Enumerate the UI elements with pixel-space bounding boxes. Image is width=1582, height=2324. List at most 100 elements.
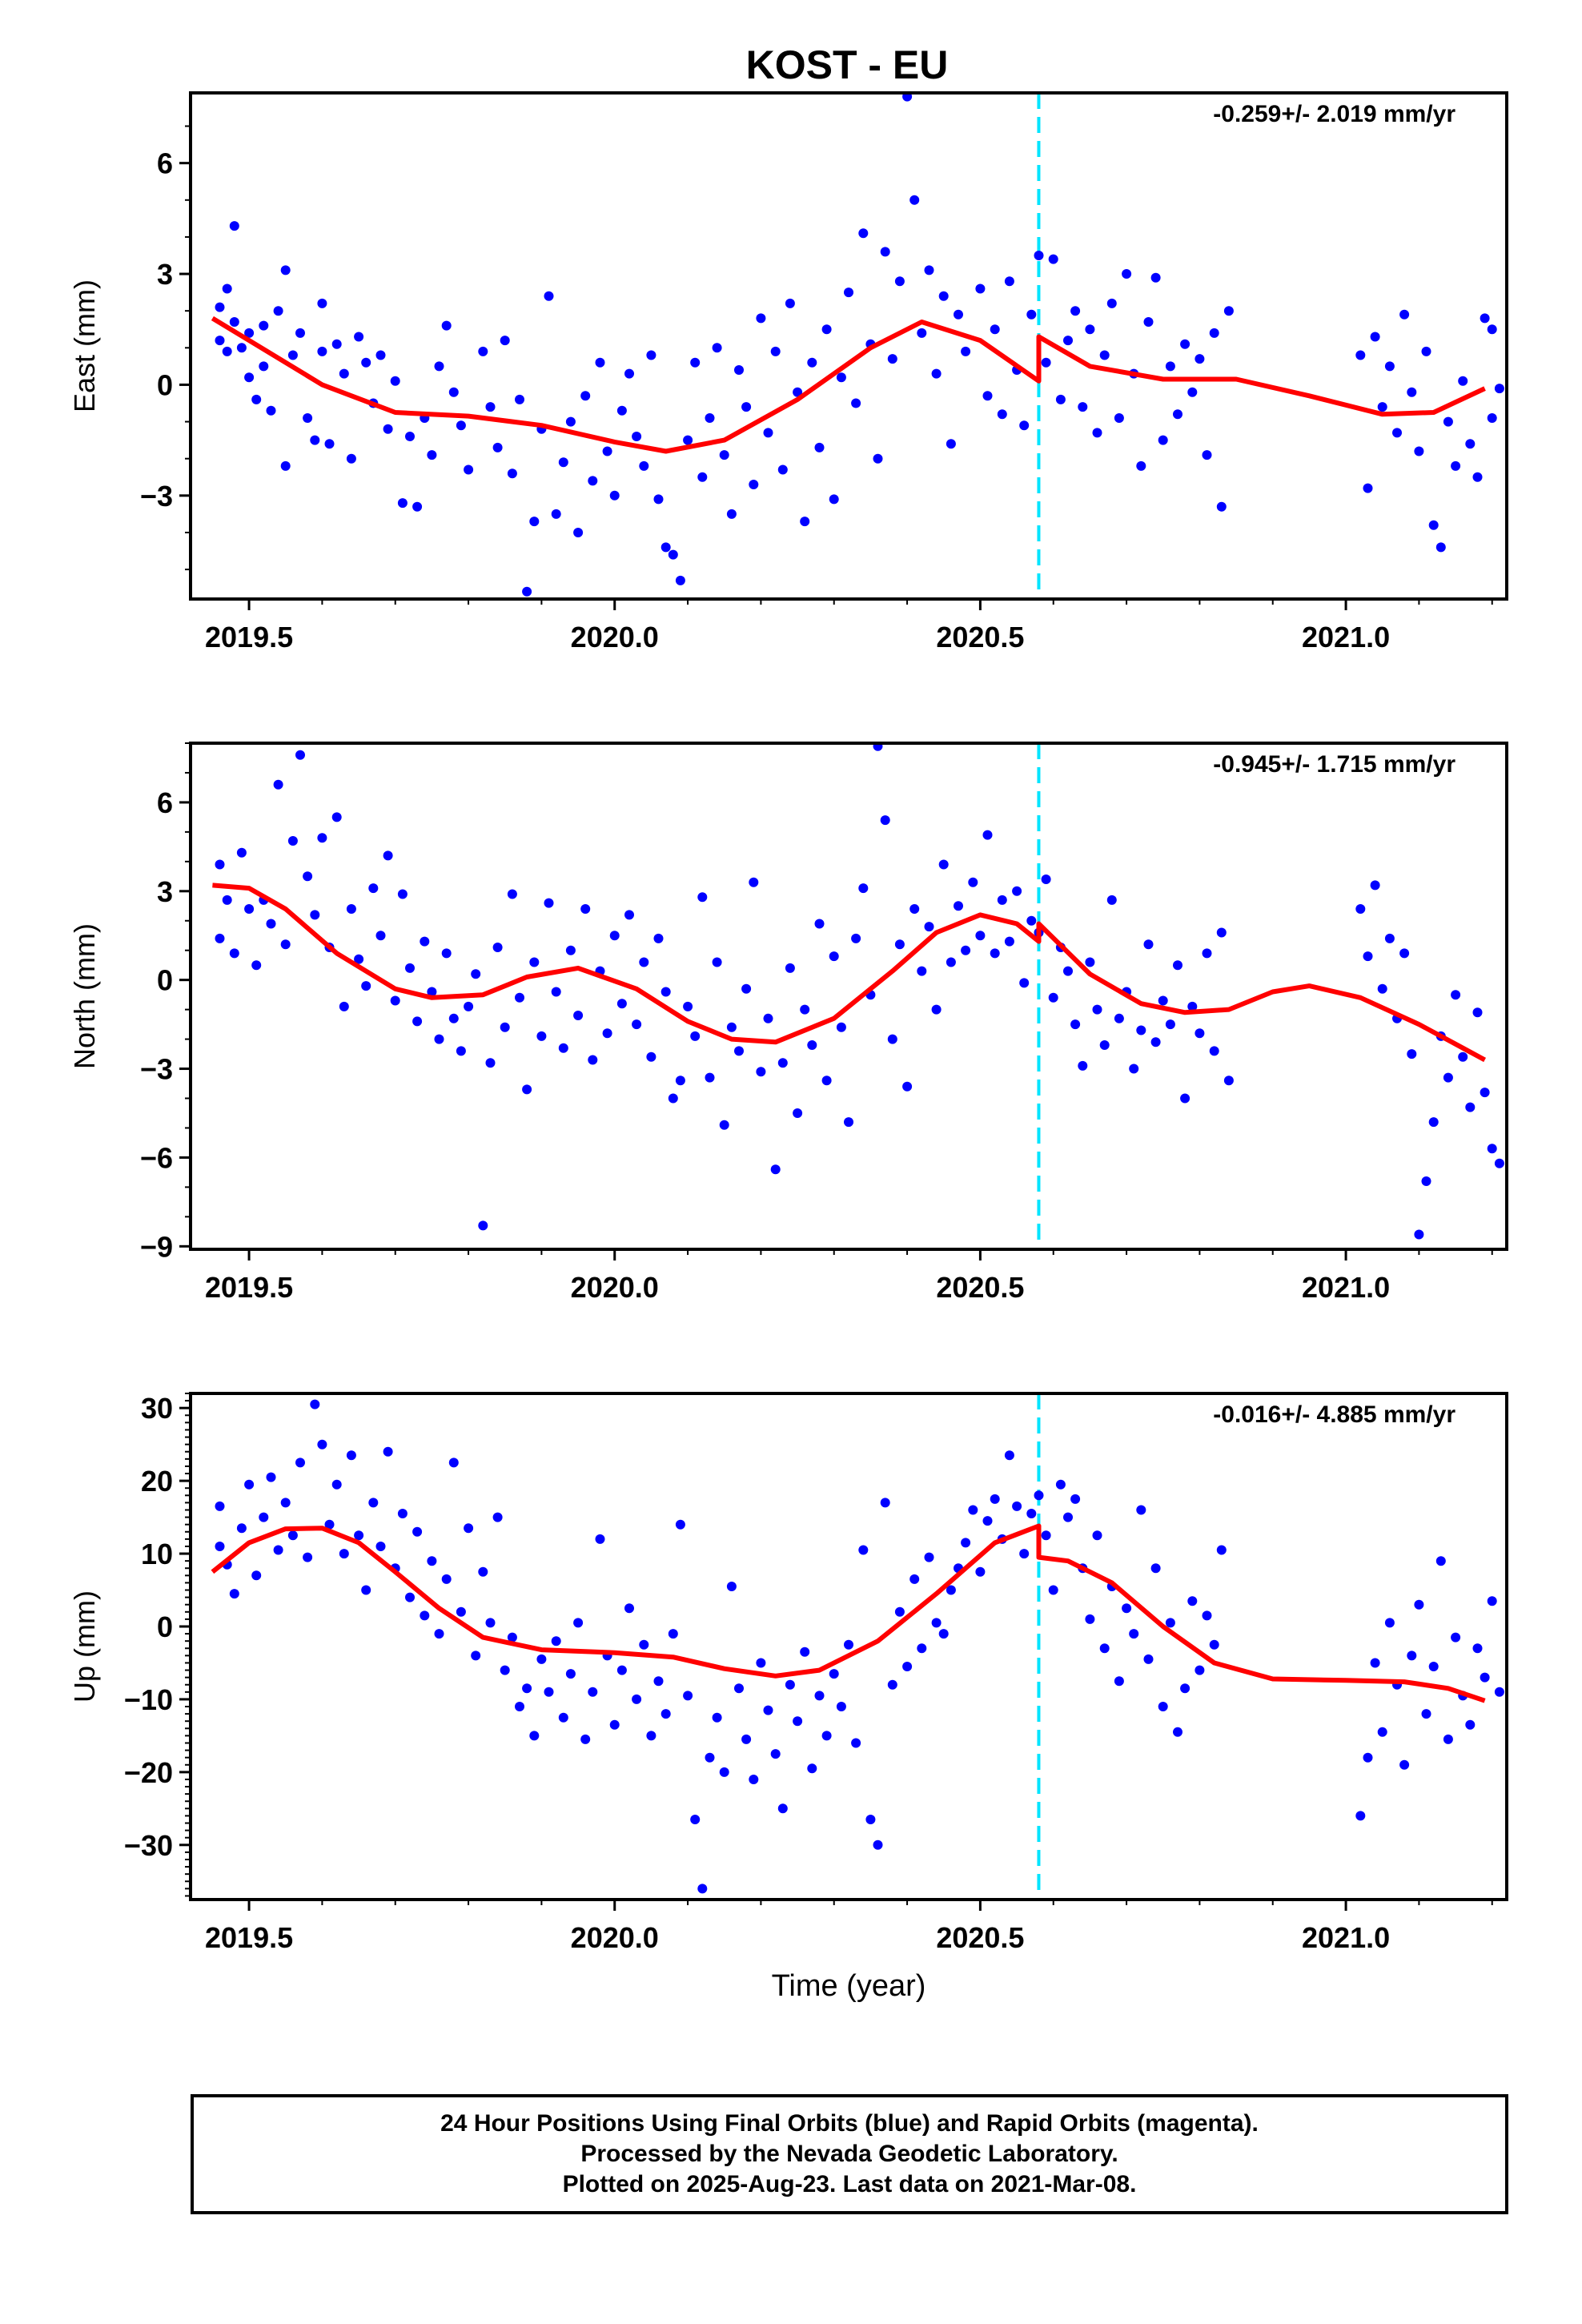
data-point <box>675 1076 685 1086</box>
data-point <box>1085 1614 1095 1624</box>
data-point <box>975 283 986 294</box>
data-point <box>675 1519 685 1530</box>
data-point <box>609 490 620 501</box>
data-point <box>259 361 269 372</box>
data-point <box>390 995 400 1006</box>
data-point <box>427 987 437 997</box>
data-point <box>756 313 766 324</box>
data-point <box>931 368 942 379</box>
data-point <box>287 1530 298 1541</box>
data-point <box>229 948 239 959</box>
data-point <box>346 453 356 464</box>
data-point <box>1085 957 1095 967</box>
data-point <box>763 428 773 438</box>
data-point <box>383 1446 393 1457</box>
data-point <box>1428 520 1439 530</box>
data-point <box>375 931 386 941</box>
data-point <box>558 1043 568 1053</box>
data-point <box>500 1665 510 1675</box>
data-point <box>529 1731 540 1741</box>
data-point <box>310 910 320 920</box>
data-point <box>1223 306 1234 316</box>
data-point <box>295 1458 305 1468</box>
data-point <box>1143 939 1154 950</box>
data-point <box>1129 1063 1139 1074</box>
data-point <box>990 948 1000 959</box>
data-point <box>1392 428 1402 438</box>
data-point <box>1355 350 1366 360</box>
data-point <box>551 987 561 997</box>
rate-label: -0.016+/- 4.885 mm/yr <box>1213 1401 1456 1428</box>
data-point <box>478 1566 488 1577</box>
data-point <box>565 416 576 427</box>
data-point <box>1092 428 1102 438</box>
data-point <box>770 346 781 356</box>
data-point <box>997 895 1007 905</box>
data-point <box>1165 361 1175 372</box>
data-point <box>405 1592 415 1602</box>
data-point <box>1487 1596 1497 1606</box>
data-point <box>485 1058 496 1068</box>
data-point <box>1443 1734 1453 1744</box>
data-point <box>595 1534 605 1544</box>
data-point <box>844 287 853 298</box>
data-point <box>259 1512 269 1522</box>
data-point <box>244 372 255 383</box>
y-tick-label: 30 <box>141 1392 173 1425</box>
data-point <box>785 963 795 973</box>
data-point <box>829 1669 839 1679</box>
data-point <box>749 877 759 887</box>
data-point <box>880 247 890 257</box>
data-point <box>821 1731 832 1741</box>
data-point <box>1150 1563 1161 1574</box>
data-point <box>756 1067 766 1077</box>
data-point <box>222 346 232 356</box>
data-point <box>456 1606 466 1617</box>
data-point <box>485 402 496 412</box>
data-point <box>1063 336 1073 346</box>
data-point <box>507 468 517 479</box>
data-point <box>1041 357 1051 368</box>
data-point <box>756 1658 766 1668</box>
x-tick-label: 2020.5 <box>936 1271 1024 1304</box>
data-point <box>683 1001 693 1011</box>
data-point <box>741 402 752 412</box>
data-point <box>1494 384 1504 394</box>
rate-label: -0.945+/- 1.715 mm/yr <box>1213 751 1456 778</box>
data-point <box>609 931 620 941</box>
data-point <box>1048 1585 1058 1595</box>
data-point <box>1063 1512 1073 1522</box>
data-point <box>1363 1752 1373 1763</box>
data-point <box>317 346 327 356</box>
data-point <box>902 1081 913 1092</box>
data-point <box>800 1647 810 1657</box>
data-point <box>1472 1007 1483 1018</box>
data-point <box>529 957 540 967</box>
data-point <box>565 1669 576 1679</box>
data-point <box>1421 1176 1431 1186</box>
data-point <box>1012 1501 1022 1511</box>
data-point <box>1187 1001 1198 1011</box>
data-point <box>653 494 664 505</box>
data-point <box>705 413 715 423</box>
data-point <box>339 1001 349 1011</box>
data-point <box>661 987 671 997</box>
data-point <box>1063 966 1073 976</box>
data-point <box>1216 927 1227 938</box>
data-point <box>427 450 437 460</box>
data-point <box>712 957 722 967</box>
data-point <box>909 1574 920 1584</box>
data-point <box>1150 272 1161 283</box>
data-point <box>829 951 839 962</box>
data-point <box>331 339 342 349</box>
data-point <box>946 957 956 967</box>
data-point <box>946 439 956 449</box>
y-tick-label: −30 <box>124 1829 173 1862</box>
data-point <box>1370 1658 1380 1668</box>
data-point <box>420 1610 430 1621</box>
data-point <box>961 1538 971 1548</box>
data-point <box>1195 1665 1205 1675</box>
data-point <box>1223 1076 1234 1086</box>
data-point <box>383 850 393 861</box>
y-tick-label: −3 <box>140 480 173 513</box>
